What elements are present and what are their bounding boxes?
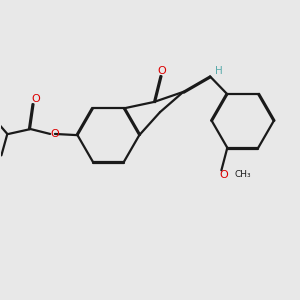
Text: O: O xyxy=(157,66,166,76)
Text: CH₃: CH₃ xyxy=(235,170,251,179)
Text: O: O xyxy=(32,94,40,104)
Text: O: O xyxy=(219,169,228,179)
Text: H: H xyxy=(214,66,222,76)
Text: O: O xyxy=(50,129,59,139)
